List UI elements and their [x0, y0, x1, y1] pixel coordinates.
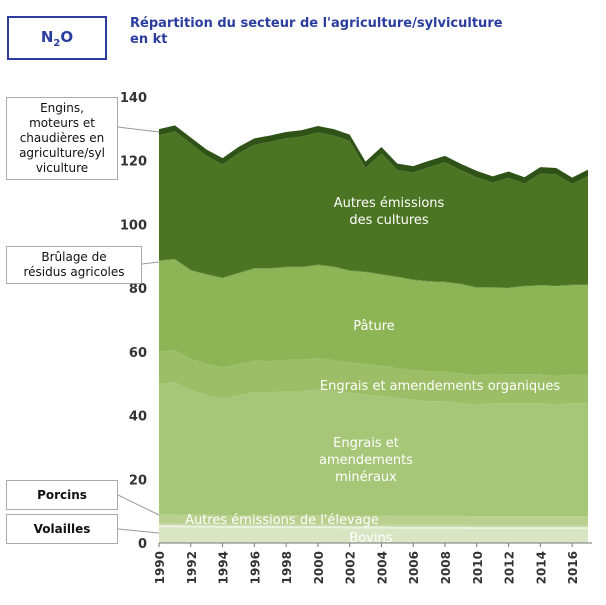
chart-title: Répartition du secteur de l'agriculture/… [130, 16, 570, 48]
label-autres-elevage: Autres émissions de l'élevage [185, 513, 379, 528]
side-label-engins-line: agriculture/syl [19, 146, 105, 160]
label-engrais-mineraux: minéraux [335, 470, 397, 485]
x-tick-label: 2006 [407, 551, 421, 584]
side-label-brulage: Brûlage de résidus agricoles [6, 246, 142, 284]
area-autres-emissions-des-cultures [159, 131, 588, 288]
x-tick-label: 2002 [344, 551, 358, 584]
badge-text: N2O [40, 27, 74, 49]
label-autres-emissions-cultures: des cultures [349, 213, 429, 228]
label-engrais-mineraux: amendements [319, 453, 413, 468]
x-tick-label: 2004 [375, 551, 389, 584]
area-autres-emissions-de-l-elevage [159, 514, 588, 526]
chart-title-line1: Répartition du secteur de l'agriculture/… [130, 16, 503, 31]
y-tick-label: 120 [120, 155, 147, 170]
x-tick-label: 2014 [534, 551, 548, 584]
area-engrais-et-amendements-organiques [159, 350, 588, 405]
y-tick-label: 60 [129, 346, 147, 361]
area-porcins [159, 523, 588, 528]
x-tick-label: 2000 [312, 551, 326, 584]
gas-badge: N2O [7, 16, 107, 60]
connector-line [141, 261, 160, 265]
x-tick-label: 2012 [503, 551, 517, 584]
y-tick-label: 140 [120, 91, 147, 106]
area-pature [159, 259, 588, 377]
side-label-volailles: Volailles [6, 514, 118, 544]
x-tick-label: 2008 [439, 551, 453, 584]
label-pature: Pâture [353, 319, 395, 334]
area-brulage-de-residus-agricoles [159, 258, 588, 289]
x-tick-label: 2016 [566, 551, 580, 584]
x-tick-label: 1998 [280, 551, 294, 584]
label-engrais-mineraux: Engrais et [333, 436, 399, 451]
y-tick-label: 0 [138, 537, 147, 552]
area-engins-moteurs-et-chaudieres-en-agriculture-sylviculture [159, 125, 588, 184]
x-tick-label: 1992 [185, 551, 199, 584]
x-tick-label: 1990 [153, 551, 167, 584]
y-tick-label: 40 [129, 410, 147, 425]
x-tick-label: 2010 [471, 551, 485, 584]
side-label-engins-line: chaudières en [19, 131, 105, 145]
side-label-engins-line: moteurs et [29, 116, 95, 130]
area-engrais-et-amendements-mineraux [159, 382, 588, 517]
connector-line [117, 528, 160, 534]
side-label-volailles-text: Volailles [33, 522, 91, 536]
side-label-engins-line: Engins, [40, 101, 84, 115]
area-bovins [159, 527, 588, 543]
x-tick-label: 1994 [217, 551, 231, 584]
side-label-engins-line: viculture [35, 161, 89, 175]
side-label-brulage-line: Brûlage de [41, 250, 107, 264]
area-volailles [159, 525, 588, 529]
side-label-porcins: Porcins [6, 480, 118, 510]
y-tick-label: 80 [129, 282, 147, 297]
side-label-porcins-text: Porcins [37, 488, 87, 502]
label-engrais-organiques: Engrais et amendements organiques [320, 379, 560, 394]
side-label-brulage-line: résidus agricoles [23, 265, 125, 279]
connector-line [117, 126, 160, 133]
label-bovins: Bovins [349, 531, 392, 546]
x-tick-label: 1996 [248, 551, 262, 584]
chart-title-line2: en kt [130, 32, 168, 47]
y-tick-label: 20 [129, 473, 147, 488]
side-label-engins: Engins, moteurs et chaudières en agricul… [6, 97, 118, 180]
connector-line [117, 494, 160, 516]
label-autres-emissions-cultures: Autres émissions [334, 196, 445, 211]
y-tick-label: 100 [120, 218, 147, 233]
